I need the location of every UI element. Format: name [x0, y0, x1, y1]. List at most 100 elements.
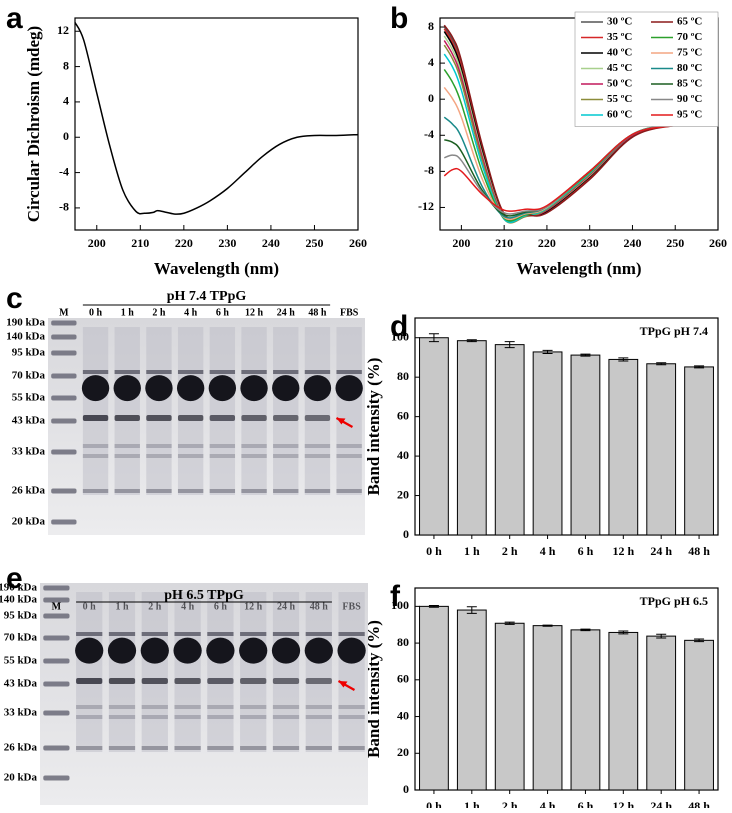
gel-band [43, 597, 70, 603]
lane-label: 24 h [277, 601, 296, 612]
gel-band [177, 454, 204, 458]
bar [570, 354, 601, 536]
marker-label: 140 kDa [6, 331, 45, 343]
annotation: TPpG pH 7.4 [640, 324, 708, 338]
gel-band [113, 375, 141, 402]
x-tick-label: 2 h [502, 799, 518, 808]
gel-band [304, 454, 331, 458]
gel-band [82, 415, 109, 421]
gel-smear [272, 592, 300, 752]
gel-band [76, 715, 103, 719]
gel-band [43, 635, 70, 641]
data-line [443, 119, 719, 212]
gel-band [141, 678, 168, 684]
gel-smear [209, 327, 236, 495]
x-tick-label: 230 [218, 236, 236, 250]
gel-band [141, 705, 168, 709]
x-tick-label: 1 h [464, 544, 480, 558]
error-bar [466, 606, 477, 614]
lane-label: 1 h [121, 307, 135, 318]
legend-label: 80 ºC [677, 62, 702, 74]
bar [646, 635, 677, 791]
gel-band [141, 715, 168, 719]
y-axis-label: Band intensity (%) [364, 358, 383, 496]
marker-label: 33 kDa [4, 707, 38, 719]
x-tick-label: 240 [262, 236, 280, 250]
y-tick-label: -8 [424, 163, 434, 177]
y-tick-label: 4 [428, 55, 434, 69]
data-line [74, 22, 359, 215]
gel-band [107, 637, 137, 664]
marker-label: 95 kDa [4, 610, 38, 622]
gel-band [141, 632, 168, 636]
x-tick-label: 12 h [612, 544, 634, 558]
legend-label: 70 ºC [677, 31, 702, 43]
gel-band [43, 775, 70, 781]
gel-smear [174, 592, 201, 752]
lane-label: 4 h [181, 601, 195, 612]
annotation: TPpG pH 6.5 [640, 594, 708, 608]
gel-band [174, 746, 201, 750]
gel-band [272, 678, 300, 684]
marker-label: 20 kDa [12, 516, 46, 528]
legend-label: 90 ºC [677, 93, 702, 105]
y-tick-label: 4 [63, 94, 69, 108]
gel-band [51, 488, 77, 494]
gel-smear [146, 327, 172, 495]
x-tick-label: 48 h [688, 544, 710, 558]
gel-band [51, 320, 77, 326]
gel-smear [177, 327, 204, 495]
error-bar [618, 630, 629, 635]
gel-band [273, 415, 299, 421]
gel-band [305, 678, 332, 684]
x-tick-label: 210 [131, 236, 149, 250]
x-tick-label: 200 [88, 236, 106, 250]
gel-band [241, 370, 267, 374]
marker-label: 190 kDa [0, 582, 37, 594]
lane-label: 48 h [308, 307, 327, 318]
gel-band [338, 746, 365, 750]
x-tick-label: 4 h [540, 544, 556, 558]
gel-band [240, 375, 268, 402]
gel-band [209, 370, 236, 374]
gel-band [336, 370, 362, 374]
y-tick-label: -4 [59, 164, 69, 178]
gel-band [108, 715, 136, 719]
legend-label: 75 ºC [677, 47, 702, 59]
gel-band [76, 632, 103, 636]
gel-smear [240, 592, 267, 752]
legend-label: 50 ºC [607, 78, 632, 90]
gel-band [304, 415, 331, 421]
gel-band [114, 489, 140, 493]
gel-band [177, 370, 204, 374]
lane-label: 2 h [148, 601, 162, 612]
error-bar [504, 341, 515, 349]
arrow-head [336, 418, 346, 425]
x-tick-label: 220 [538, 236, 556, 250]
marker-label: 33 kDa [12, 446, 46, 458]
marker-label: 20 kDa [4, 772, 38, 784]
gel-band [272, 746, 300, 750]
legend-label: 30 ºC [607, 16, 632, 28]
gel-smear [114, 327, 140, 495]
gel-band [272, 632, 300, 636]
plot-frame [414, 317, 719, 536]
error-bar [656, 362, 667, 366]
x-tick-label: 0 h [426, 799, 442, 808]
gel-band [273, 370, 299, 374]
y-tick-label: 40 [397, 448, 409, 462]
x-tick-label: 260 [709, 236, 727, 250]
gel-band [43, 710, 70, 716]
gel-band [177, 489, 204, 493]
x-tick-label: 48 h [688, 799, 710, 808]
panel-label: a [6, 2, 23, 35]
gel-smear [273, 327, 299, 495]
x-tick-label: 24 h [650, 799, 672, 808]
gel-band [141, 746, 168, 750]
panel-label: c [6, 282, 23, 315]
error-bar [504, 621, 515, 625]
lane-label: M [52, 601, 62, 612]
gel-band [241, 415, 267, 421]
gel-band [304, 444, 331, 448]
gel-title: pH 6.5 TPpG [164, 588, 244, 603]
